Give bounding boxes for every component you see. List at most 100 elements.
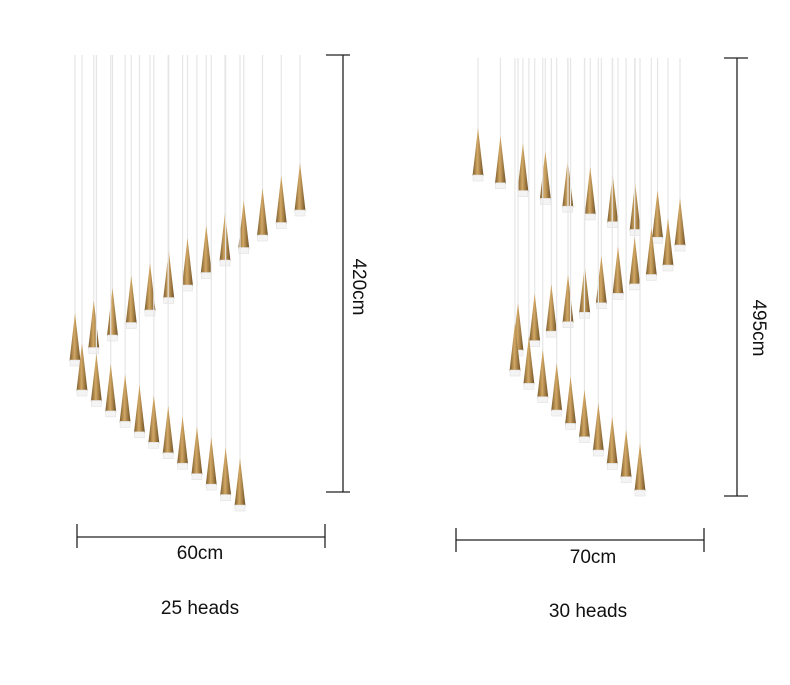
cone	[76, 343, 88, 391]
cone	[144, 263, 156, 311]
diffuser	[220, 494, 231, 501]
diffuser	[294, 209, 306, 217]
diffuser	[495, 182, 506, 190]
chandelier-illustration	[69, 55, 686, 512]
cone	[107, 288, 118, 336]
cone	[294, 163, 306, 211]
diffuser	[144, 309, 156, 317]
cone	[595, 255, 607, 304]
cone	[584, 166, 596, 215]
diffuser	[606, 463, 618, 470]
cone	[177, 416, 189, 465]
diffuser	[629, 283, 640, 291]
cone	[200, 225, 212, 274]
cone	[472, 128, 484, 176]
width-label: 70cm	[570, 547, 616, 568]
diffuser	[596, 302, 607, 310]
diffuser	[177, 462, 188, 470]
diffuser	[634, 489, 646, 497]
cone	[205, 437, 217, 486]
cone	[578, 389, 590, 438]
cone	[105, 363, 117, 412]
diffuser	[126, 322, 137, 329]
cone	[652, 190, 664, 239]
cone	[662, 218, 674, 266]
diffuser	[584, 213, 596, 221]
cone	[517, 143, 529, 192]
cone	[537, 349, 549, 398]
diffuser	[551, 409, 562, 417]
cone	[606, 416, 618, 465]
diffuser	[119, 421, 131, 428]
cone	[148, 395, 160, 444]
diffuser	[472, 174, 484, 182]
cone	[162, 405, 174, 454]
cone	[90, 353, 102, 402]
diffuser	[662, 264, 674, 272]
diffuser	[76, 389, 88, 397]
diffuser	[646, 274, 657, 281]
cone	[182, 238, 193, 286]
cone	[620, 429, 632, 478]
diffuser	[593, 449, 604, 457]
diffuser	[562, 321, 574, 328]
heads-label: 25 heads	[161, 598, 239, 619]
cone	[191, 426, 203, 475]
diffuser	[509, 369, 521, 377]
cone	[119, 374, 131, 423]
diffuser	[257, 234, 268, 242]
diffuser	[148, 442, 160, 449]
diffuser	[537, 396, 549, 403]
diffuser	[134, 431, 145, 439]
diffuser	[652, 236, 663, 244]
cone	[562, 274, 574, 323]
diffuser	[579, 436, 590, 443]
cone	[88, 300, 100, 349]
cone	[529, 293, 541, 342]
diffuser	[69, 359, 81, 367]
cone	[523, 336, 535, 385]
diffuser	[565, 423, 576, 430]
cone	[220, 447, 232, 496]
diffuser	[206, 483, 217, 491]
diffuser	[107, 334, 118, 342]
diffuser	[529, 340, 540, 347]
diffuser	[191, 473, 203, 480]
diffuser	[517, 190, 529, 197]
cone	[69, 313, 81, 361]
diffuser	[182, 284, 193, 292]
cone	[125, 275, 137, 324]
diffuser	[276, 222, 287, 229]
cone	[509, 323, 521, 371]
cone	[551, 363, 563, 411]
diffuser	[540, 198, 551, 205]
diffuser	[91, 400, 102, 407]
cone	[545, 284, 557, 333]
cone	[645, 227, 657, 276]
cone	[674, 198, 686, 246]
diffuser	[105, 410, 116, 418]
cone	[592, 403, 604, 451]
cone	[133, 384, 145, 433]
diffuser	[201, 272, 212, 279]
cone	[275, 175, 287, 224]
cone	[612, 246, 624, 295]
diffuser	[674, 244, 686, 252]
diffuser	[620, 476, 632, 483]
cone	[234, 458, 246, 506]
diffuser	[612, 293, 624, 300]
cone	[629, 236, 641, 285]
cone	[257, 188, 268, 236]
cone	[634, 443, 646, 491]
diffuser	[219, 259, 231, 267]
diffuser	[546, 330, 557, 338]
height-label: 420cm	[348, 258, 369, 315]
heads-label: 30 heads	[549, 601, 627, 622]
height-label: 495cm	[748, 299, 769, 356]
diffuser	[234, 504, 246, 512]
diffuser	[523, 383, 535, 390]
cone	[494, 135, 506, 184]
cone	[565, 376, 577, 425]
